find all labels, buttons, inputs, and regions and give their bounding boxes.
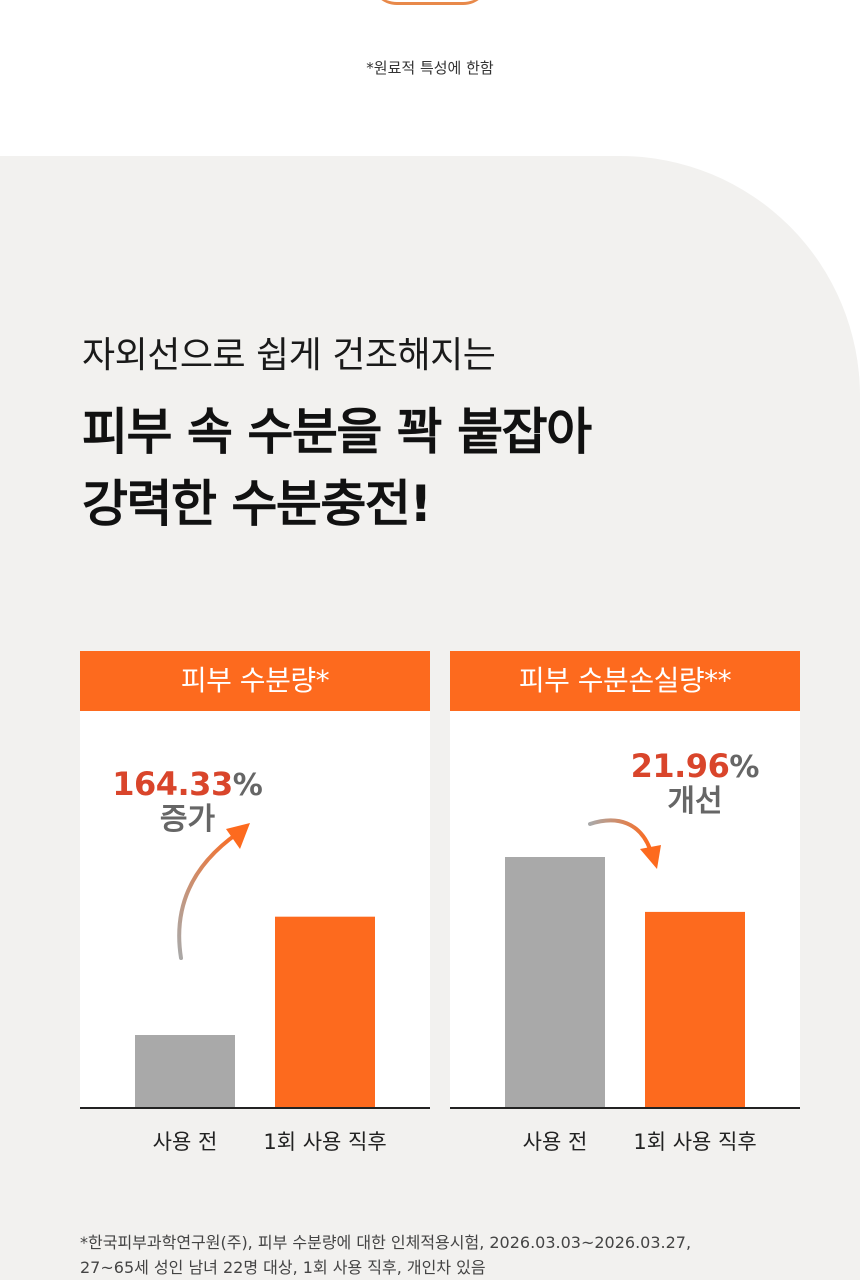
decrease-arrowhead-icon	[640, 845, 661, 869]
chart-baseline	[80, 1107, 430, 1109]
moisture-loss-chart-card: 피부 수분손실량** 21.96% 개선	[450, 651, 800, 1111]
moisture-loss-x-labels: 사용 전 1회 사용 직후	[450, 1126, 800, 1156]
moisture-chart-svg	[135, 823, 375, 1107]
headline-sub: 자외선으로 쉽게 건조해지는	[82, 335, 496, 376]
chart-body: 164.33% 증가	[80, 711, 430, 1109]
x-label-before: 사용 전	[522, 1130, 588, 1154]
increase-annotation: 164.33% 증가	[100, 765, 275, 837]
increase-arrow-icon	[177, 831, 240, 960]
annotation-word: 개선	[667, 784, 723, 819]
annotation-value: 164.33	[112, 765, 233, 803]
chart-body: 21.96% 개선	[450, 711, 800, 1109]
study-footnote: *한국피부과학연구원(주), 피부 수분량에 대한 인체적용시험, 2026.0…	[80, 1230, 691, 1280]
ingredient-disclaimer: *원료적 특성에 한함	[366, 59, 494, 77]
footnote-line1: *한국피부과학연구원(주), 피부 수분량에 대한 인체적용시험, 2026.0…	[80, 1233, 692, 1252]
chart-title: 피부 수분량*	[80, 651, 430, 711]
decrease-arrow-icon	[588, 818, 652, 851]
headline-main-line1: 피부 속 수분을 꽉 붙잡아	[82, 403, 592, 461]
footnote-line2: 27~65세 성인 남녀 22명 대상, 1회 사용 직후, 개인차 있음	[80, 1258, 486, 1277]
x-label-before: 사용 전	[152, 1130, 218, 1154]
moisture-x-labels: 사용 전 1회 사용 직후	[80, 1126, 430, 1156]
chart-title: 피부 수분손실량**	[450, 651, 800, 711]
chart-baseline	[450, 1107, 800, 1109]
moisture-loss-chart-svg	[505, 818, 745, 1107]
annotation-word: 증가	[159, 802, 216, 837]
moisture-chart-card: 피부 수분량* 164.33% 증가	[80, 651, 430, 1111]
headline-main: 피부 속 수분을 꽉 붙잡아 강력한 수분충전!	[82, 396, 592, 540]
bar-before	[135, 1035, 235, 1107]
headline: 자외선으로 쉽게 건조해지는 피부 속 수분을 꽉 붙잡아 강력한 수분충전!	[82, 330, 592, 540]
x-label-after: 1회 사용 직후	[633, 1130, 757, 1154]
headline-main-line2: 강력한 수분충전!	[82, 475, 432, 533]
increase-arrowhead-icon	[226, 823, 250, 849]
bar-after	[275, 916, 375, 1107]
improvement-annotation: 21.96% 개선	[625, 747, 765, 819]
bar-after	[645, 911, 745, 1107]
x-label-after: 1회 사용 직후	[263, 1130, 387, 1154]
annotation-value: 21.96	[630, 747, 730, 785]
top-decorative-arc	[370, 0, 490, 5]
bar-before	[505, 857, 605, 1107]
annotation-unit: %	[729, 750, 760, 785]
annotation-unit: %	[232, 768, 263, 803]
